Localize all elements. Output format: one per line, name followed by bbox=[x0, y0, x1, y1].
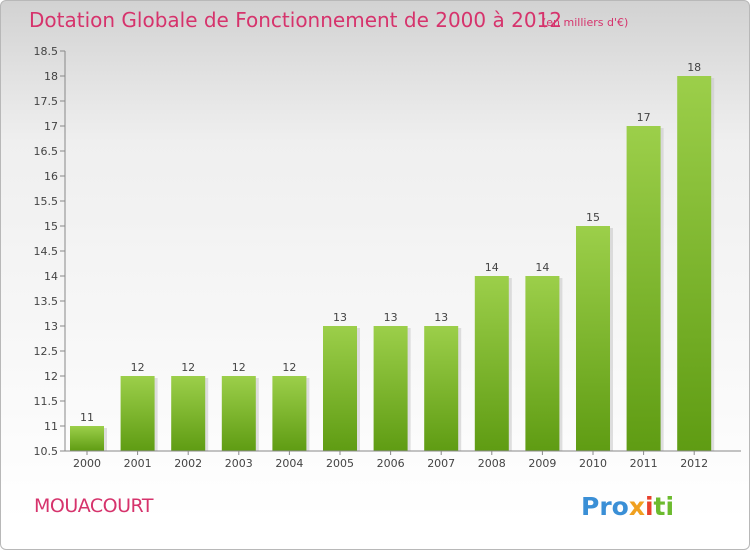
y-tick-label: 16 bbox=[44, 170, 58, 183]
y-tick-label: 15.5 bbox=[34, 195, 59, 208]
bar-value-label: 14 bbox=[485, 261, 499, 274]
y-tick-label: 12 bbox=[44, 370, 58, 383]
bar bbox=[171, 376, 206, 451]
x-tick-label: 2007 bbox=[427, 457, 455, 470]
y-tick-label: 12.5 bbox=[34, 345, 59, 358]
x-tick-label: 2002 bbox=[174, 457, 202, 470]
y-tick-label: 17.5 bbox=[34, 95, 59, 108]
bar bbox=[323, 326, 357, 451]
bar-value-label: 15 bbox=[586, 211, 600, 224]
bar bbox=[70, 426, 104, 451]
x-tick-label: 2008 bbox=[478, 457, 506, 470]
bar-value-label: 13 bbox=[333, 311, 347, 324]
bar-group: 13 bbox=[373, 311, 411, 451]
x-tick-label: 2006 bbox=[377, 457, 405, 470]
x-tick-label: 2011 bbox=[630, 457, 658, 470]
bar bbox=[474, 276, 509, 451]
bar-value-label: 14 bbox=[535, 261, 549, 274]
bar-value-label: 17 bbox=[637, 111, 651, 124]
bar-value-label: 18 bbox=[687, 61, 701, 74]
bar bbox=[120, 376, 155, 451]
bar-group: 15 bbox=[576, 211, 613, 451]
x-tick-label: 2005 bbox=[326, 457, 354, 470]
x-axis: 2000 2001 2002 2003 2004 2005 2006 2007 2008 2009… bbox=[65, 450, 741, 470]
x-tick-label: 2010 bbox=[579, 457, 607, 470]
y-tick-label: 13 bbox=[44, 320, 58, 333]
y-tick-label: 10.5 bbox=[34, 445, 59, 458]
bar bbox=[424, 326, 459, 451]
y-tick-label: 14 bbox=[44, 270, 58, 283]
bar-group: 14 bbox=[525, 261, 563, 451]
chart-subtitle: (en milliers d'€) bbox=[542, 16, 629, 29]
bar-value-label: 13 bbox=[384, 311, 398, 324]
bar-group: 12 bbox=[171, 361, 209, 451]
y-tick-label: 13.5 bbox=[34, 295, 59, 308]
bar-value-label: 12 bbox=[131, 361, 145, 374]
y-axis: 10.5 11 11.5 12 12.5 13 13.5 14 14.5 15 15.5 16 16.5… bbox=[34, 45, 66, 458]
chart-title: Dotation Globale de Fonctionnement de 20… bbox=[29, 8, 562, 32]
y-tick-label: 17 bbox=[44, 120, 58, 133]
bar bbox=[677, 76, 712, 451]
bar-group: 11 bbox=[70, 411, 107, 451]
commune-name: MOUACOURT bbox=[34, 495, 153, 517]
bar bbox=[272, 376, 307, 451]
bar-group: 12 bbox=[272, 361, 310, 451]
x-tick-label: 2001 bbox=[124, 457, 152, 470]
bar-value-label: 12 bbox=[282, 361, 296, 374]
y-tick-label: 18.5 bbox=[34, 45, 59, 58]
bar-value-label: 13 bbox=[434, 311, 448, 324]
y-tick-label: 18 bbox=[44, 70, 58, 83]
x-tick-label: 2004 bbox=[275, 457, 303, 470]
bar bbox=[576, 226, 610, 451]
y-tick-label: 11.5 bbox=[34, 395, 59, 408]
bar-group: 12 bbox=[221, 361, 259, 451]
bar-value-label: 12 bbox=[232, 361, 246, 374]
bar-value-label: 12 bbox=[181, 361, 195, 374]
bar-value-label: 11 bbox=[80, 411, 94, 424]
bar-group: 14 bbox=[474, 261, 512, 451]
bars: 11 12 12 12 12 13 13 13 14 14 15 17 18 bbox=[70, 61, 715, 451]
y-tick-label: 16.5 bbox=[34, 145, 59, 158]
x-tick-label: 2012 bbox=[680, 457, 708, 470]
bar-group: 13 bbox=[323, 311, 360, 451]
x-tick-label: 2000 bbox=[73, 457, 101, 470]
y-tick-label: 14.5 bbox=[34, 245, 59, 258]
bar bbox=[221, 376, 256, 451]
bar-group: 12 bbox=[120, 361, 158, 451]
bar-group: 17 bbox=[626, 111, 664, 451]
x-tick-label: 2003 bbox=[225, 457, 253, 470]
bar-group: 18 bbox=[677, 61, 715, 451]
bar bbox=[525, 276, 560, 451]
x-tick-label: 2009 bbox=[528, 457, 556, 470]
proxiti-logo[interactable]: Proxiti bbox=[581, 492, 675, 521]
y-tick-label: 11 bbox=[44, 420, 58, 433]
y-tick-label: 15 bbox=[44, 220, 58, 233]
bar-group: 13 bbox=[424, 311, 462, 451]
bar bbox=[626, 126, 661, 451]
bar bbox=[373, 326, 408, 451]
